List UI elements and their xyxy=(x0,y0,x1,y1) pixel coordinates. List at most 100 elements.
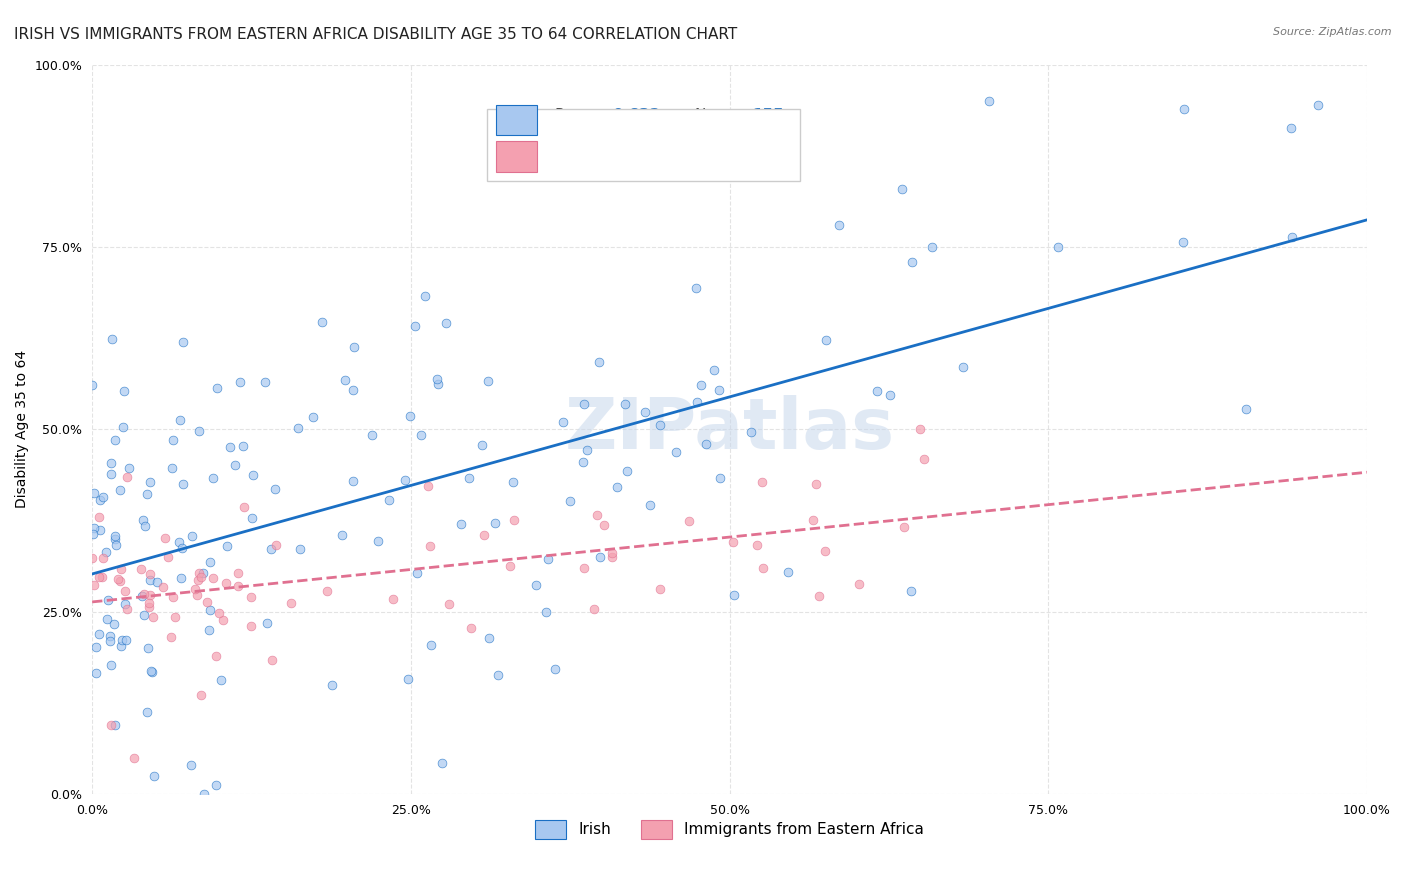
Point xyxy=(952,360,974,375)
Point xyxy=(321,677,343,691)
Point xyxy=(616,464,638,478)
Point xyxy=(665,445,688,459)
Point xyxy=(534,605,557,619)
Point xyxy=(115,633,138,648)
Point xyxy=(91,550,114,565)
Point xyxy=(488,667,510,681)
Point xyxy=(138,596,160,610)
Point xyxy=(921,239,943,253)
FancyBboxPatch shape xyxy=(496,141,537,172)
Point xyxy=(361,428,384,442)
Point xyxy=(471,438,494,452)
Point xyxy=(288,542,311,557)
Point xyxy=(91,490,114,504)
Point xyxy=(180,529,202,543)
Point xyxy=(201,471,224,485)
Point xyxy=(169,534,191,549)
Point xyxy=(153,531,176,545)
Point xyxy=(1279,121,1302,136)
Text: 155: 155 xyxy=(752,108,785,123)
Point xyxy=(83,521,105,535)
Point xyxy=(1306,97,1329,112)
Point xyxy=(218,441,240,455)
Point xyxy=(689,378,711,392)
Point xyxy=(142,609,165,624)
Point xyxy=(136,640,159,655)
Legend: Irish, Immigrants from Eastern Africa: Irish, Immigrants from Eastern Africa xyxy=(529,814,931,845)
Point xyxy=(114,584,136,599)
Point xyxy=(259,542,281,557)
FancyBboxPatch shape xyxy=(496,104,537,136)
Point xyxy=(97,593,120,607)
Point xyxy=(582,602,605,616)
Point xyxy=(138,567,160,582)
Point xyxy=(678,514,700,528)
Point xyxy=(893,520,915,534)
Point xyxy=(381,592,404,607)
Point xyxy=(98,633,121,648)
Point xyxy=(572,454,595,468)
Point xyxy=(186,588,208,602)
Point xyxy=(139,573,162,587)
Point xyxy=(302,409,325,424)
Point xyxy=(588,355,610,369)
Point xyxy=(263,483,285,497)
Point xyxy=(169,571,191,585)
Point xyxy=(695,436,717,450)
Point xyxy=(600,546,623,560)
Point xyxy=(256,615,278,630)
Point xyxy=(160,630,183,644)
Point xyxy=(232,440,254,454)
Point xyxy=(146,575,169,590)
Point xyxy=(806,477,828,491)
Point xyxy=(117,469,139,483)
Point xyxy=(141,665,163,679)
Point xyxy=(472,528,495,542)
Point xyxy=(287,420,309,434)
Point xyxy=(82,527,104,541)
Point xyxy=(499,559,522,574)
Point xyxy=(814,543,837,558)
Point xyxy=(908,422,931,436)
Point xyxy=(979,94,1001,108)
Point xyxy=(801,513,824,527)
Point xyxy=(484,516,506,531)
Point xyxy=(172,541,194,555)
Point xyxy=(574,397,596,411)
Point xyxy=(378,492,401,507)
Point xyxy=(172,477,194,491)
FancyBboxPatch shape xyxy=(488,109,800,181)
Point xyxy=(187,425,209,439)
Point xyxy=(195,595,218,609)
Point xyxy=(104,538,127,552)
Point xyxy=(226,566,249,580)
Point xyxy=(614,397,637,411)
Point xyxy=(315,584,337,599)
Point xyxy=(134,587,156,601)
Point xyxy=(100,718,122,732)
Point xyxy=(574,561,596,575)
Point xyxy=(411,427,433,442)
Point xyxy=(253,375,276,389)
Point xyxy=(190,688,212,702)
Point xyxy=(648,582,671,596)
Point xyxy=(330,528,353,542)
Point xyxy=(152,580,174,594)
Point xyxy=(1047,240,1070,254)
Text: R =: R = xyxy=(555,145,588,160)
Point xyxy=(416,478,439,492)
Point xyxy=(87,570,110,584)
Point xyxy=(342,474,364,488)
Point xyxy=(437,597,460,611)
Point xyxy=(524,578,547,592)
Point xyxy=(118,460,141,475)
Point xyxy=(96,545,118,559)
Point xyxy=(576,442,599,457)
Point xyxy=(132,513,155,527)
Point xyxy=(83,486,105,500)
Point xyxy=(100,467,122,481)
Point xyxy=(82,550,104,565)
Point xyxy=(740,425,762,440)
Point xyxy=(900,583,922,598)
Point xyxy=(745,538,768,552)
